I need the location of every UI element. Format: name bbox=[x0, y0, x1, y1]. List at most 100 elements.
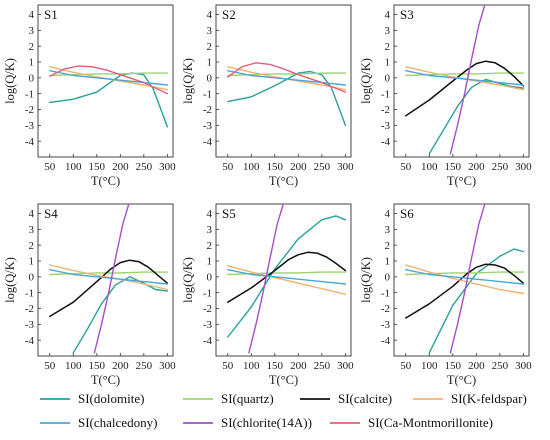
panel-title: S6 bbox=[400, 206, 414, 221]
y-axis-label: log(Q/K) bbox=[359, 257, 373, 303]
y-tick-label: -1 bbox=[381, 88, 390, 100]
x-tick-label: 200 bbox=[112, 360, 129, 372]
y-axis-label: log(Q/K) bbox=[359, 58, 373, 104]
y-tick-label: 2 bbox=[385, 240, 391, 252]
y-tick-label: -1 bbox=[25, 287, 34, 299]
y-tick-label: -4 bbox=[203, 335, 213, 347]
x-axis-label: T(°C) bbox=[91, 174, 120, 188]
y-tick-label: 4 bbox=[385, 9, 391, 21]
legend-label: SI(Ca-Montmorillonite) bbox=[368, 415, 493, 430]
y-tick-label: -4 bbox=[381, 136, 391, 148]
x-axis-label: T(°C) bbox=[269, 373, 298, 387]
panel-s5: -4 -3 -2 -1 0 1 2 3 4 50 100 150 200 250 300 S5 T(°C) log… bbox=[181, 203, 354, 387]
x-axis-label: T(°C) bbox=[447, 174, 476, 188]
y-tick-label: -3 bbox=[203, 319, 213, 331]
x-tick-label: 100 bbox=[243, 161, 260, 173]
panel-title: S5 bbox=[222, 206, 236, 221]
y-tick-label: 3 bbox=[385, 224, 391, 236]
x-tick-label: 50 bbox=[400, 360, 412, 372]
y-axis-label: log(Q/K) bbox=[181, 58, 195, 104]
panel-s6: -4 -3 -2 -1 0 1 2 3 4 50 100 150 200 250 300 S6 T(°C) log… bbox=[359, 203, 532, 387]
series-line-si-dolomite bbox=[72, 276, 169, 354]
x-tick-label: 250 bbox=[136, 161, 153, 173]
x-tick-label: 100 bbox=[65, 360, 82, 372]
y-tick-label: -2 bbox=[203, 303, 212, 315]
y-tick-label: -2 bbox=[203, 104, 212, 116]
y-tick-label: 4 bbox=[207, 208, 213, 220]
plot-frame bbox=[37, 203, 174, 357]
legend-item: SI(dolomite) bbox=[40, 391, 144, 406]
y-tick-label: 4 bbox=[29, 208, 35, 220]
series-line-si-ca-montmorillonite bbox=[49, 65, 169, 95]
y-tick-label: 2 bbox=[207, 41, 213, 53]
legend-label: SI(chlorite(14A)) bbox=[221, 415, 312, 430]
y-tick-label: 2 bbox=[207, 240, 213, 252]
y-tick-label: -2 bbox=[381, 104, 390, 116]
y-tick-label: -4 bbox=[203, 136, 213, 148]
x-tick-label: 250 bbox=[314, 360, 331, 372]
y-tick-label: 0 bbox=[29, 72, 35, 84]
plot-frame bbox=[215, 4, 352, 158]
y-tick-label: 4 bbox=[207, 9, 213, 21]
x-tick-label: 200 bbox=[290, 161, 307, 173]
y-tick-label: 2 bbox=[29, 41, 35, 53]
series-line-si-k-feldspar bbox=[405, 264, 525, 295]
x-tick-label: 250 bbox=[492, 161, 509, 173]
legend-item: SI(K-feldspar) bbox=[413, 391, 527, 406]
panel-title: S2 bbox=[222, 7, 236, 22]
series-line-si-calcite bbox=[405, 60, 525, 117]
y-tick-label: -1 bbox=[203, 287, 212, 299]
x-tick-label: 150 bbox=[445, 360, 462, 372]
y-tick-label: -2 bbox=[25, 303, 34, 315]
legend-item: SI(Ca-Montmorillonite) bbox=[330, 415, 493, 430]
series-line-si-chlorite-14a bbox=[449, 5, 486, 155]
x-tick-label: 150 bbox=[89, 360, 106, 372]
series-line-si-chalcedony bbox=[49, 269, 169, 285]
series-line-si-chalcedony bbox=[227, 70, 347, 86]
legend-item: SI(quartz) bbox=[183, 391, 274, 406]
series-line-si-chalcedony bbox=[405, 269, 525, 285]
x-tick-label: 200 bbox=[112, 161, 129, 173]
y-tick-label: 0 bbox=[29, 271, 35, 283]
x-tick-label: 300 bbox=[159, 161, 176, 173]
y-tick-label: -4 bbox=[25, 136, 35, 148]
panel-s3: -4 -3 -2 -1 0 1 2 3 4 50 100 150 200 250 300 S3 T(°C) log… bbox=[359, 4, 532, 188]
y-tick-label: -1 bbox=[381, 287, 390, 299]
y-tick-label: -4 bbox=[25, 335, 35, 347]
series-line-si-chalcedony bbox=[227, 269, 347, 285]
legend-item: SI(calcite) bbox=[300, 391, 392, 406]
y-tick-label: 0 bbox=[385, 72, 391, 84]
panel-s1: -4 -3 -2 -1 0 1 2 3 4 50 100 150 200 250 300 S1 T(°C) log… bbox=[3, 4, 176, 188]
y-tick-label: 1 bbox=[385, 57, 391, 69]
series-line-si-dolomite bbox=[227, 70, 347, 126]
y-axis-label: log(Q/K) bbox=[3, 257, 17, 303]
y-tick-label: -4 bbox=[381, 335, 391, 347]
y-tick-label: 3 bbox=[29, 224, 35, 236]
legend-item: SI(chlorite(14A)) bbox=[183, 415, 312, 430]
y-tick-label: 0 bbox=[385, 271, 391, 283]
plot-frame bbox=[393, 4, 530, 158]
x-tick-label: 250 bbox=[314, 161, 331, 173]
series-line-si-k-feldspar bbox=[49, 264, 169, 291]
y-tick-label: -3 bbox=[381, 120, 391, 132]
x-axis-label: T(°C) bbox=[91, 373, 120, 387]
y-tick-label: 1 bbox=[207, 57, 213, 69]
y-tick-label: -1 bbox=[25, 88, 34, 100]
x-tick-label: 150 bbox=[89, 161, 106, 173]
y-tick-label: -1 bbox=[203, 88, 212, 100]
series-line-si-dolomite bbox=[49, 72, 169, 128]
y-tick-label: 4 bbox=[29, 9, 35, 21]
x-tick-label: 300 bbox=[515, 161, 532, 173]
series-line-si-ca-montmorillonite bbox=[227, 62, 347, 93]
x-axis-label: T(°C) bbox=[447, 373, 476, 387]
x-tick-label: 50 bbox=[44, 161, 56, 173]
y-tick-label: 1 bbox=[29, 256, 35, 268]
y-tick-label: 1 bbox=[29, 57, 35, 69]
x-tick-label: 250 bbox=[492, 360, 509, 372]
panel-title: S3 bbox=[400, 7, 414, 22]
x-tick-label: 100 bbox=[421, 360, 438, 372]
legend-item: SI(chalcedony) bbox=[40, 415, 157, 430]
y-tick-label: 2 bbox=[385, 41, 391, 53]
y-tick-label: 0 bbox=[207, 271, 213, 283]
